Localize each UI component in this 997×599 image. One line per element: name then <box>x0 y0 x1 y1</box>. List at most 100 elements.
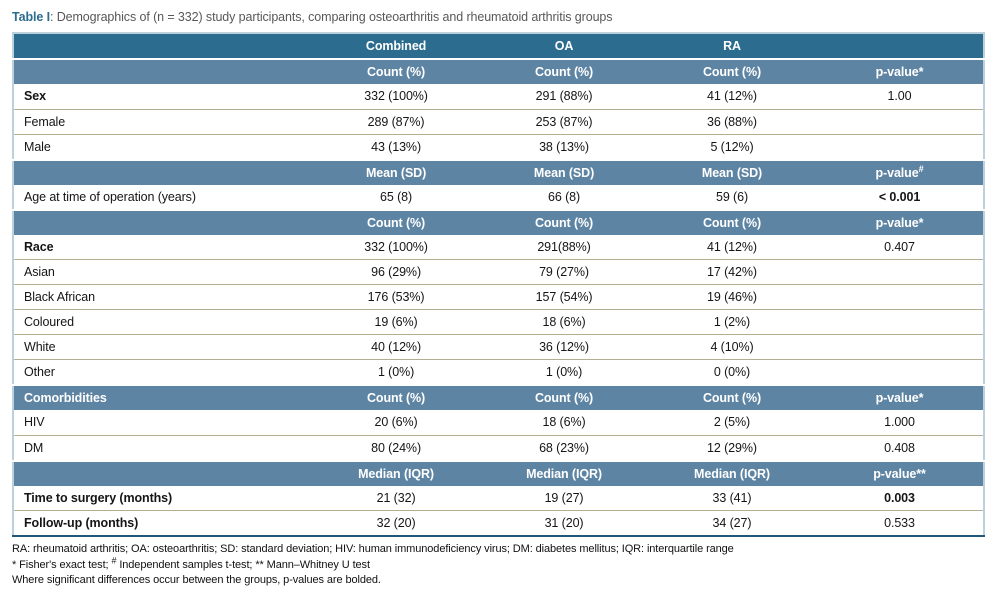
table-header-row: Median (IQR) Median (IQR) Median (IQR) p-va… <box>13 459 984 486</box>
cell-combined: 40 (12%) <box>312 334 481 360</box>
cell-oa: 253 (87%) <box>480 108 649 134</box>
table-row: White 40 (12%) 36 (12%) 4 (10%) <box>13 334 984 360</box>
cell-p-value: 0.003 <box>815 485 984 511</box>
cell-label: Race <box>13 234 313 260</box>
table-row: Sex 332 (100%) 291 (88%) 41 (12%) 1.00 <box>13 84 984 109</box>
table-row: Other 1 (0%) 1 (0%) 0 (0%) <box>13 359 984 385</box>
cell-oa: Count (%) <box>480 58 649 84</box>
table-title-label: Table I <box>12 10 50 24</box>
cell-ra: 4 (10%) <box>648 334 816 360</box>
table-row: DM 80 (24%) 68 (23%) 12 (29%) 0.408 <box>13 434 984 461</box>
cell-p-value <box>815 259 984 285</box>
cell-ra: 41 (12%) <box>648 84 816 109</box>
cell-combined: 332 (100%) <box>312 234 481 260</box>
cell-p-value: p-value* <box>815 384 984 410</box>
cell-ra: 34 (27) <box>648 510 816 536</box>
cell-ra: 33 (41) <box>648 485 816 511</box>
cell-combined: 176 (53%) <box>312 284 481 310</box>
cell-oa: Count (%) <box>480 208 649 235</box>
cell-ra: 41 (12%) <box>648 234 816 260</box>
cell-p-value: p-value** <box>815 459 984 486</box>
table-row: Coloured 19 (6%) 18 (6%) 1 (2%) <box>13 309 984 335</box>
cell-p-value <box>815 133 984 160</box>
cell-ra: 0 (0%) <box>648 359 816 385</box>
table-row: Race 332 (100%) 291(88%) 41 (12%) 0.407 <box>13 234 984 260</box>
cell-label: Female <box>13 108 313 134</box>
table-title: Table I: Demographics of (n = 332) study… <box>12 10 985 24</box>
cell-ra: 17 (42%) <box>648 259 816 285</box>
cell-combined: 80 (24%) <box>312 434 481 461</box>
cell-p-value <box>815 309 984 335</box>
table-header-row: Count (%) Count (%) Count (%) p-value* <box>13 208 984 235</box>
cell-p-value <box>815 33 984 59</box>
cell-p-value: p-value* <box>815 58 984 84</box>
cell-combined: 65 (8) <box>312 184 481 210</box>
table-row: Female 289 (87%) 253 (87%) 36 (88%) <box>13 108 984 134</box>
cell-ra: Median (IQR) <box>648 459 816 486</box>
cell-oa: 19 (27) <box>480 485 649 511</box>
cell-combined: Combined <box>312 33 481 59</box>
cell-oa: Count (%) <box>480 384 649 410</box>
cell-combined: 289 (87%) <box>312 108 481 134</box>
cell-ra: Count (%) <box>648 208 816 235</box>
cell-combined: 1 (0%) <box>312 359 481 385</box>
cell-label: Follow-up (months) <box>13 510 313 536</box>
footnote: RA: rheumatoid arthritis; OA: osteoarthr… <box>12 543 734 555</box>
table-row: Male 43 (13%) 38 (13%) 5 (12%) <box>13 133 984 160</box>
table-header-row: Combined OA RA <box>13 33 984 59</box>
cell-combined: 96 (29%) <box>312 259 481 285</box>
cell-label: Time to surgery (months) <box>13 485 313 511</box>
cell-label: Asian <box>13 259 313 285</box>
cell-combined: 332 (100%) <box>312 84 481 109</box>
cell-combined: 32 (20) <box>312 510 481 536</box>
cell-p-value <box>815 108 984 134</box>
cell-combined: 43 (13%) <box>312 133 481 160</box>
cell-oa: 38 (13%) <box>480 133 649 160</box>
cell-oa: OA <box>480 33 649 59</box>
cell-combined: Median (IQR) <box>312 459 481 486</box>
cell-ra: 19 (46%) <box>648 284 816 310</box>
cell-label: HIV <box>13 410 313 435</box>
cell-ra: 5 (12%) <box>648 133 816 160</box>
table-row: Follow-up (months) 32 (20) 31 (20) 34 (27) 0… <box>13 510 984 536</box>
cell-p-value: p-value# <box>815 158 984 185</box>
cell-ra: Count (%) <box>648 384 816 410</box>
table-row: Time to surgery (months) 21 (32) 19 (27) 33… <box>13 485 984 511</box>
cell-ra: Count (%) <box>648 58 816 84</box>
cell-label <box>13 208 313 235</box>
demographics-table: Combined OA RA Count (%) Count (%) Count (%) p… <box>12 32 985 537</box>
cell-p-value <box>815 334 984 360</box>
cell-ra: 36 (88%) <box>648 108 816 134</box>
cell-oa: Mean (SD) <box>480 158 649 185</box>
cell-label: Comorbidities <box>13 384 313 410</box>
table-row: Black African 176 (53%) 157 (54%) 19 (46%) <box>13 284 984 310</box>
cell-p-value: 1.00 <box>815 84 984 109</box>
cell-ra: RA <box>648 33 816 59</box>
cell-p-value: < 0.001 <box>815 184 984 210</box>
cell-oa: 291 (88%) <box>480 84 649 109</box>
cell-oa: 68 (23%) <box>480 434 649 461</box>
cell-p-value: 0.533 <box>815 510 984 536</box>
footnote: Where significant differences occur betw… <box>12 574 381 586</box>
cell-oa: 36 (12%) <box>480 334 649 360</box>
cell-ra: Mean (SD) <box>648 158 816 185</box>
cell-label: Sex <box>13 84 313 109</box>
cell-combined: Count (%) <box>312 58 481 84</box>
cell-label: Age at time of operation (years) <box>13 184 313 210</box>
table-title-text: : Demographics of (n = 332) study partic… <box>49 10 613 24</box>
cell-label <box>13 459 313 486</box>
cell-ra: 2 (5%) <box>648 410 816 435</box>
cell-label: White <box>13 334 313 360</box>
cell-p-value: 1.000 <box>815 410 984 435</box>
cell-combined: Count (%) <box>312 384 481 410</box>
cell-oa: 31 (20) <box>480 510 649 536</box>
cell-oa: 1 (0%) <box>480 359 649 385</box>
cell-ra: 12 (29%) <box>648 434 816 461</box>
cell-oa: Median (IQR) <box>480 459 649 486</box>
cell-combined: 20 (6%) <box>312 410 481 435</box>
cell-combined: 19 (6%) <box>312 309 481 335</box>
table-row: HIV 20 (6%) 18 (6%) 2 (5%) 1.000 <box>13 410 984 435</box>
cell-oa: 291(88%) <box>480 234 649 260</box>
table-header-row: Count (%) Count (%) Count (%) p-value* <box>13 58 984 84</box>
